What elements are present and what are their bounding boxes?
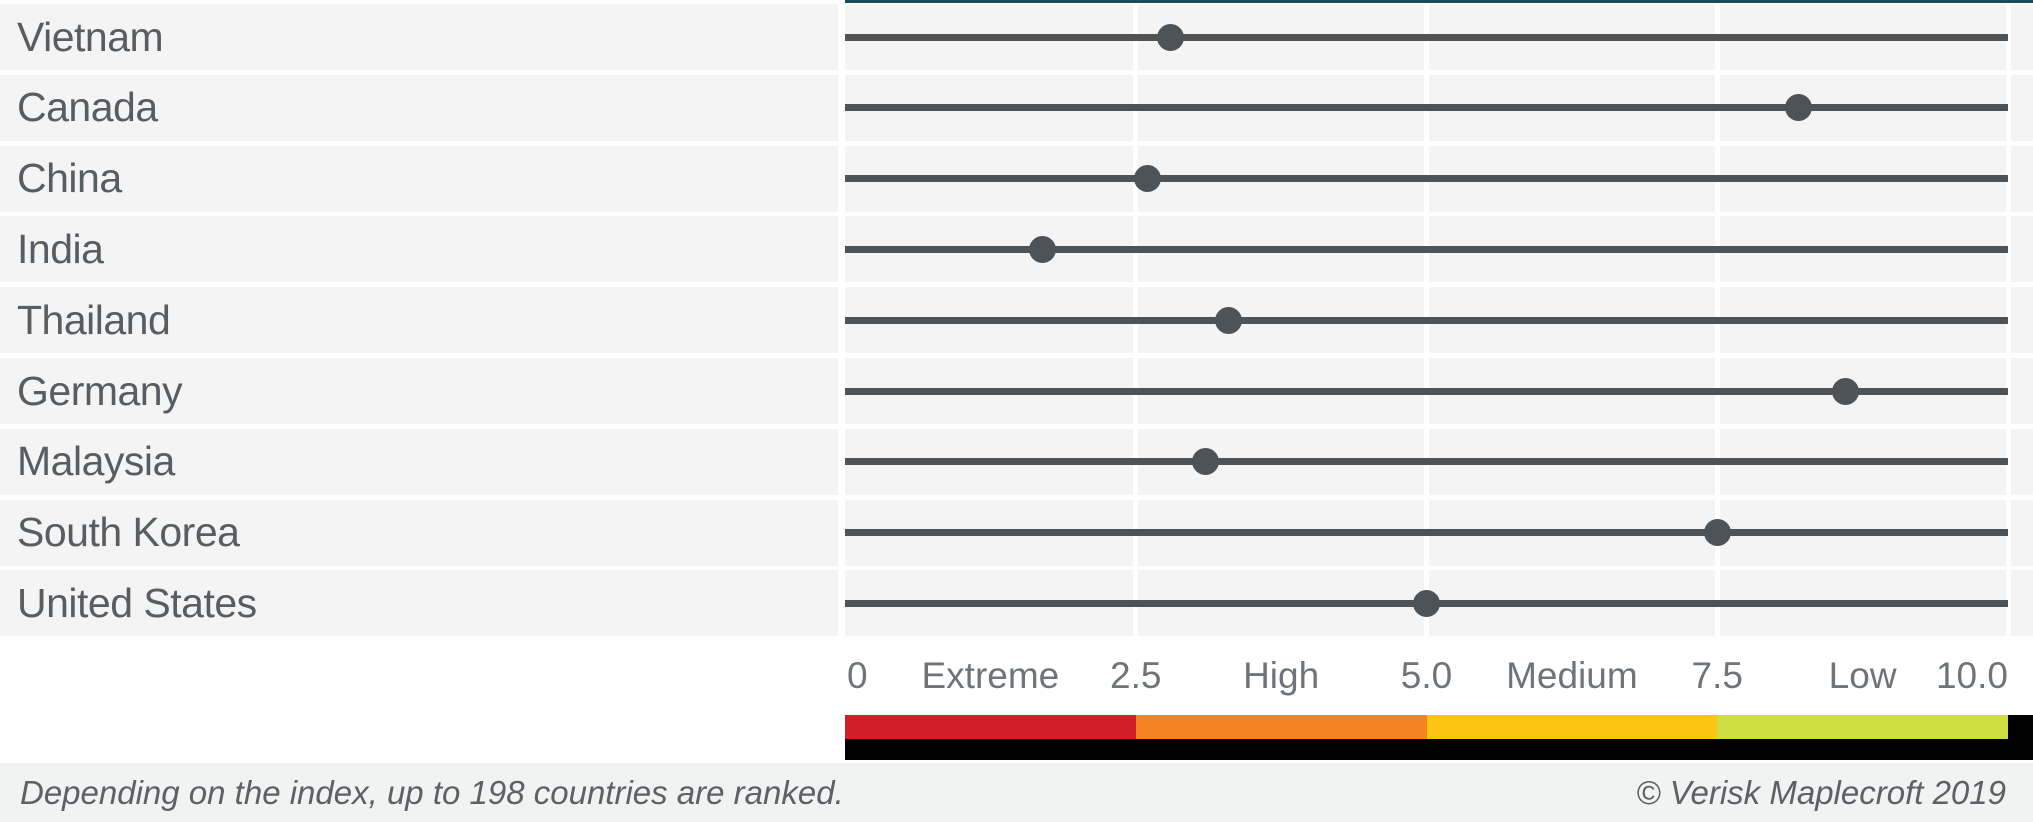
risk-score-dot[interactable] xyxy=(1785,94,1813,122)
row-line xyxy=(845,33,2008,41)
country-label: India xyxy=(17,225,104,272)
row-plot-band xyxy=(845,216,2033,283)
row-plot-band xyxy=(845,570,2033,637)
row-plot-band xyxy=(845,145,2033,212)
country-label-band: United States xyxy=(0,570,838,637)
row-plot-band xyxy=(845,358,2033,424)
risk-score-dot[interactable] xyxy=(1215,306,1243,334)
row-line xyxy=(845,104,2008,112)
x-axis-tick-label: 0 xyxy=(847,655,868,696)
footer: Depending on the index, up to 198 countr… xyxy=(0,763,2033,822)
x-axis-tick-label: 5.0 xyxy=(1400,655,1453,696)
color-scale-segment-low xyxy=(1717,715,2008,739)
x-axis: 0 Extreme 2.5 High 5.0 Medium 7.5 Low 10.0 xyxy=(0,655,2033,710)
x-axis-zone-label: Low xyxy=(1828,655,1897,696)
country-label: Thailand xyxy=(17,296,171,343)
country-label-band: Thailand xyxy=(0,287,838,354)
x-axis-tick-label: 2.5 xyxy=(1110,655,1162,696)
x-axis-zone-label: Medium xyxy=(1506,655,1638,696)
row-plot-band xyxy=(845,428,2033,495)
country-label: Vietnam xyxy=(17,13,164,60)
color-scale-segment-extreme xyxy=(845,715,1136,739)
x-axis-tick-label: 10.0 xyxy=(1935,655,2008,696)
country-label: China xyxy=(17,155,122,202)
color-scale-segment-high xyxy=(1135,715,1427,739)
row-line xyxy=(845,316,2008,324)
country-label-band: Canada xyxy=(0,74,838,141)
x-axis-tick-label: 7.5 xyxy=(1691,655,1743,696)
source-note: Depending on the index, up to 198 countr… xyxy=(20,773,844,811)
risk-score-dot[interactable] xyxy=(1157,23,1185,51)
x-axis-zone-label: High xyxy=(1243,655,1320,696)
row-plot-band xyxy=(845,4,2033,70)
color-scale-legend xyxy=(845,715,2033,760)
risk-score-dot[interactable] xyxy=(1703,519,1731,547)
row-line xyxy=(845,387,2008,395)
row-line xyxy=(845,458,2008,466)
copyright-credit: © Verisk Maplecroft 2019 xyxy=(1636,773,2006,811)
country-label-band: Germany xyxy=(0,358,838,424)
color-scale-black-bar xyxy=(845,739,2033,760)
row-plot-band xyxy=(845,499,2033,566)
country-label-band: Vietnam xyxy=(0,4,838,70)
country-label: Malaysia xyxy=(17,438,175,485)
chart-top-border xyxy=(845,0,2033,3)
risk-score-dot[interactable] xyxy=(1192,448,1220,476)
risk-score-dot[interactable] xyxy=(1133,165,1161,193)
country-label-band: Malaysia xyxy=(0,428,838,495)
country-label: United States xyxy=(17,579,257,626)
row-line xyxy=(845,245,2008,253)
color-scale-segment-medium xyxy=(1426,715,1718,739)
risk-score-dot[interactable] xyxy=(1413,589,1440,617)
row-plot-band xyxy=(845,287,2033,354)
country-label-band: China xyxy=(0,145,838,212)
country-label-band: South Korea xyxy=(0,499,838,566)
risk-score-dot[interactable] xyxy=(1029,235,1057,263)
x-axis-zone-label: Extreme xyxy=(921,655,1060,696)
row-line xyxy=(845,529,2008,537)
country-label-band: India xyxy=(0,216,838,283)
grid-line xyxy=(2005,3,2011,637)
row-line xyxy=(845,175,2008,183)
country-label: South Korea xyxy=(17,509,240,556)
color-scale-segments xyxy=(845,715,2033,739)
country-label: Germany xyxy=(17,367,183,414)
color-scale-end-cap xyxy=(2008,715,2033,739)
row-plot-band xyxy=(845,74,2033,141)
country-label: Canada xyxy=(17,84,158,131)
risk-score-dot[interactable] xyxy=(1831,377,1859,405)
